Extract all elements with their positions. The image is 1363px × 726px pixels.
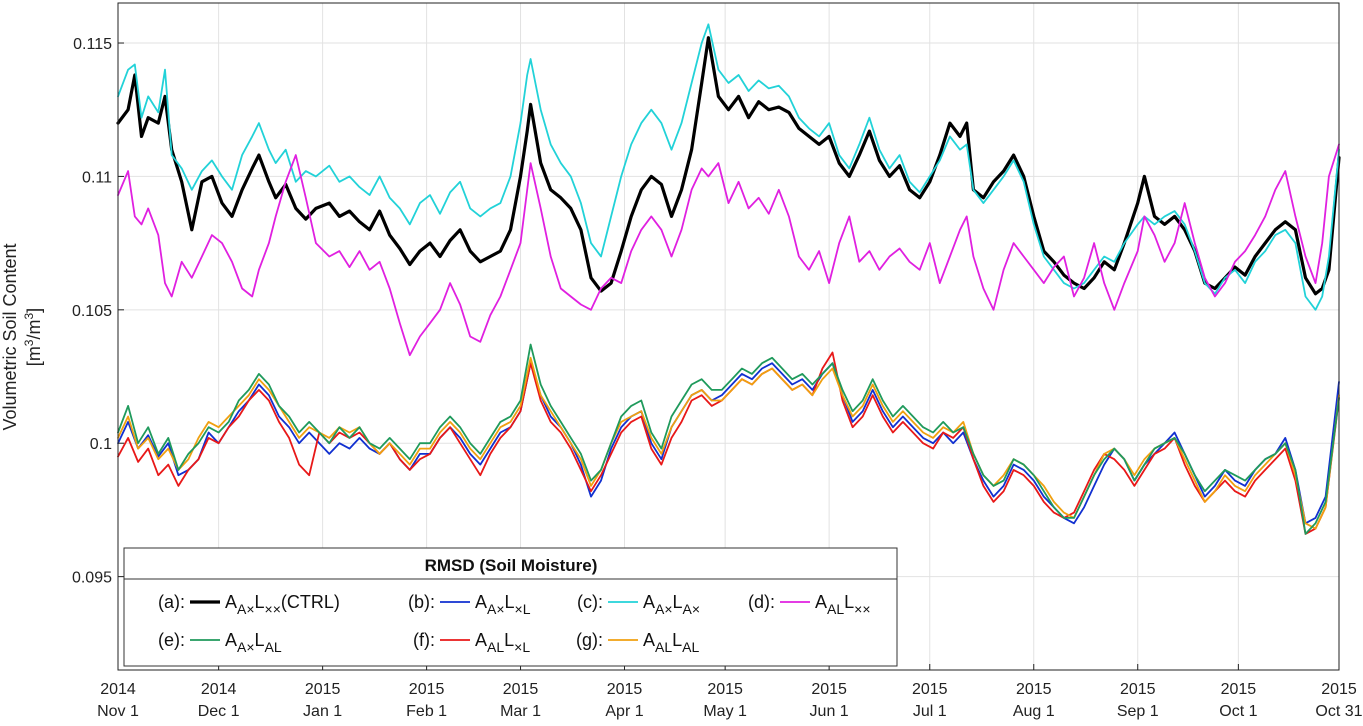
legend-label-sub2: ××: [265, 601, 281, 617]
legend-label-sub1: AL: [487, 639, 504, 655]
series-lines: [116, 23, 1341, 535]
legend-label-main2: L: [673, 592, 683, 612]
legend-entry-b: (b): AA×L×L: [408, 592, 531, 617]
legend-label: AA×L××(CTRL): [225, 592, 340, 617]
series-line-e: [117, 343, 1340, 535]
legend-entry-a: (a): AA×L××(CTRL): [158, 592, 340, 617]
legend-label-main1: A: [225, 630, 237, 650]
legend-title: RMSD (Soil Moisture): [425, 556, 598, 575]
series-line-d: [117, 143, 1340, 357]
legend-label-main1: A: [475, 592, 487, 612]
y-axis-units-label: [m3/m3]: [22, 308, 44, 366]
x-tick-label: Nov 1: [97, 703, 139, 720]
legend-label-sub1: A×: [655, 601, 673, 617]
y-axis-label-line1: Volumetric Soil Content: [0, 243, 20, 430]
legend-label-sub1: AL: [655, 639, 672, 655]
series-line-a: [116, 36, 1341, 296]
legend-label-main2: L: [844, 592, 854, 612]
x-tick-year: 2015: [1221, 681, 1257, 698]
legend-key: (a):: [158, 592, 185, 612]
x-tick-label: Oct 31: [1315, 703, 1362, 720]
x-tick-year: 2015: [409, 681, 445, 698]
x-tick-label: Jan 1: [303, 703, 342, 720]
x-tick-label: Sep 1: [1117, 703, 1159, 720]
legend-label-sub1: AL: [827, 601, 844, 617]
legend-key: (d):: [748, 592, 775, 612]
legend-label-sub2: A×: [683, 601, 701, 617]
legend-label-sub2: AL: [682, 639, 699, 655]
x-tick-label: Jun 1: [810, 703, 849, 720]
x-tick-year: 2015: [503, 681, 539, 698]
legend-label: AALL××: [815, 592, 871, 617]
legend-label-suffix: (CTRL): [281, 592, 340, 612]
x-tick-year: 2015: [912, 681, 948, 698]
legend-label-main1: A: [475, 630, 487, 650]
legend-label: AA×LAL: [225, 630, 282, 655]
legend-label-main2: L: [505, 592, 515, 612]
legend-label-main1: A: [815, 592, 827, 612]
legend-label-main2: L: [255, 630, 265, 650]
x-tick-label: Aug 1: [1013, 703, 1055, 720]
plot-frame: [117, 2, 1340, 671]
x-tick-label: Apr 1: [605, 703, 643, 720]
series-line-c: [117, 23, 1340, 311]
legend-label-sub1: A×: [237, 639, 255, 655]
y-tick-label: 0.095: [72, 570, 112, 587]
y-axis-label: Volumetric Soil Content: [0, 243, 20, 430]
x-tick-label: May 1: [703, 703, 747, 720]
legend-key: (g):: [576, 630, 603, 650]
x-tick-label: Dec 1: [198, 703, 240, 720]
x-tick-year: 2015: [305, 681, 341, 698]
y-tick-label: 0.11: [82, 169, 112, 186]
legend-label-main1: A: [643, 630, 655, 650]
legend-entries: (a): AA×L××(CTRL) (b): AA×L×L (c): AA×LA× (d):…: [158, 592, 871, 655]
legend-label-main1: A: [643, 592, 655, 612]
legend: RMSD (Soil Moisture) (a): AA×L××(CTRL) (b)…: [123, 547, 898, 667]
legend-label: AA×L×L: [475, 592, 531, 617]
legend-label-sub2: ×L: [514, 639, 530, 655]
legend-label-sub2: ×L: [515, 601, 531, 617]
legend-label: AA×LA×: [643, 592, 700, 617]
y-tick-label: 0.105: [72, 303, 112, 320]
legend-entry-f: (f): AALL×L: [413, 630, 530, 655]
x-tick-year: 2015: [1321, 681, 1357, 698]
x-tick-label: Feb 1: [406, 703, 447, 720]
x-tick-year: 2015: [707, 681, 743, 698]
x-tick-year: 2015: [607, 681, 643, 698]
x-tick-year: 2014: [100, 681, 136, 698]
axis-ticks: 0.095 0.1 0.105 0.11 0.115 2014 Nov 1 2014 Dec 1…: [72, 36, 1363, 720]
legend-label: AALLAL: [643, 630, 699, 655]
legend-label-main2: L: [504, 630, 514, 650]
legend-entry-d: (d): AALL××: [748, 592, 871, 617]
legend-entry-g: (g): AALLAL: [576, 630, 699, 655]
legend-key: (e):: [158, 630, 185, 650]
legend-entry-e: (e): AA×LAL: [158, 630, 282, 655]
legend-key: (f):: [413, 630, 435, 650]
x-tick-year: 2015: [1120, 681, 1156, 698]
x-tick-year: 2014: [201, 681, 237, 698]
x-tick-year: 2015: [811, 681, 847, 698]
legend-label-sub2: ××: [854, 601, 870, 617]
legend-key: (c):: [577, 592, 603, 612]
legend-label-sub1: A×: [487, 601, 505, 617]
x-tick-label: Mar 1: [500, 703, 541, 720]
legend-label-main2: L: [672, 630, 682, 650]
x-tick-year: 2015: [1016, 681, 1052, 698]
legend-label-sub1: A×: [237, 601, 255, 617]
legend-label-sub2: AL: [265, 639, 282, 655]
legend-entry-c: (c): AA×LA×: [577, 592, 700, 617]
legend-label: AALL×L: [475, 630, 530, 655]
y-tick-label: 0.115: [73, 36, 112, 53]
y-tick-label: 0.1: [90, 436, 112, 453]
legend-key: (b):: [408, 592, 435, 612]
legend-label-main2: L: [255, 592, 265, 612]
x-tick-label: Oct 1: [1219, 703, 1257, 720]
legend-label-main1: A: [225, 592, 237, 612]
x-tick-label: Jul 1: [913, 703, 947, 720]
legend-box: [123, 547, 898, 667]
